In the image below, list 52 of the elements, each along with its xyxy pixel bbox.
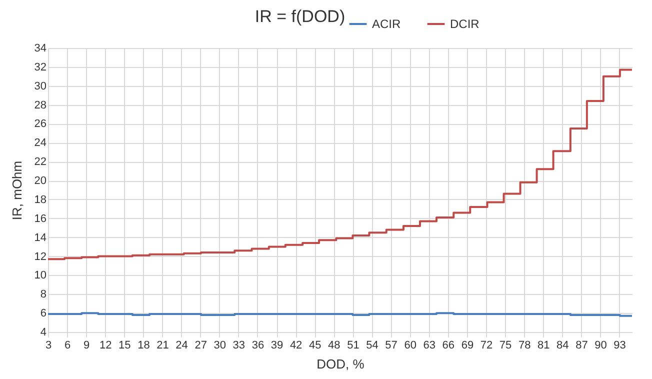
x-tick-label: 60 bbox=[404, 340, 416, 352]
x-tick-label: 39 bbox=[270, 340, 284, 352]
y-tick-label: 10 bbox=[34, 270, 46, 282]
x-tick-label: 27 bbox=[194, 340, 207, 352]
x-tick-label: 87 bbox=[576, 340, 588, 352]
y-tick-label: 6 bbox=[40, 308, 46, 320]
x-tick-label: 30 bbox=[214, 340, 226, 352]
x-tick-label: 36 bbox=[252, 340, 264, 352]
x-tick-label: 42 bbox=[290, 340, 302, 352]
x-tick-label: 72 bbox=[480, 340, 493, 352]
legend-label: ACIR bbox=[372, 17, 402, 31]
x-tick-label: 48 bbox=[328, 340, 340, 352]
y-tick-label: 28 bbox=[34, 99, 46, 112]
x-tick-label: 18 bbox=[138, 340, 150, 352]
y-tick-label: 34 bbox=[34, 42, 46, 54]
x-tick-label: 93 bbox=[614, 340, 626, 352]
x-tick-label: 12 bbox=[100, 340, 112, 352]
x-tick-label: 51 bbox=[347, 340, 360, 352]
x-tick-label: 78 bbox=[518, 340, 531, 352]
y-tick-label: 26 bbox=[34, 118, 46, 130]
x-tick-label: 63 bbox=[423, 340, 436, 352]
x-tick-label: 84 bbox=[556, 340, 569, 352]
x-tick-label: 33 bbox=[232, 340, 246, 352]
x-tick-label: 24 bbox=[176, 340, 188, 352]
y-tick-label: 24 bbox=[34, 137, 46, 150]
y-tick-label: 16 bbox=[34, 212, 46, 225]
y-tick-label: 4 bbox=[40, 326, 46, 338]
x-tick-label: 54 bbox=[366, 340, 378, 352]
x-axis-title: DOD, % bbox=[316, 356, 365, 372]
x-tick-label: 90 bbox=[594, 340, 607, 352]
x-tick-label: 6 bbox=[64, 340, 71, 352]
chart-title: IR = f(DOD) bbox=[254, 7, 346, 26]
x-tick-label: 75 bbox=[499, 340, 512, 352]
x-tick-label: 81 bbox=[538, 340, 550, 352]
x-tick-label: 69 bbox=[461, 340, 474, 352]
y-tick-label: 20 bbox=[34, 175, 46, 188]
y-tick-label: 14 bbox=[34, 232, 46, 244]
legend-label: DCIR bbox=[450, 17, 480, 31]
y-tick-label: 18 bbox=[34, 194, 46, 206]
x-tick-label: 45 bbox=[308, 340, 322, 352]
y-tick-label: 8 bbox=[40, 288, 46, 301]
x-tick-label: 66 bbox=[442, 340, 455, 352]
y-axis-title: IR, mOhm bbox=[9, 160, 24, 220]
x-tick-label: 57 bbox=[385, 340, 398, 352]
y-tick-label: 30 bbox=[34, 80, 46, 92]
x-tick-label: 15 bbox=[118, 340, 131, 352]
x-tick-label: 3 bbox=[45, 340, 52, 352]
y-tick-label: 22 bbox=[34, 156, 46, 168]
x-tick-label: 21 bbox=[156, 340, 169, 352]
x-tick-label: 9 bbox=[84, 340, 90, 352]
y-tick-label: 12 bbox=[34, 250, 46, 263]
y-tick-label: 32 bbox=[34, 61, 46, 74]
